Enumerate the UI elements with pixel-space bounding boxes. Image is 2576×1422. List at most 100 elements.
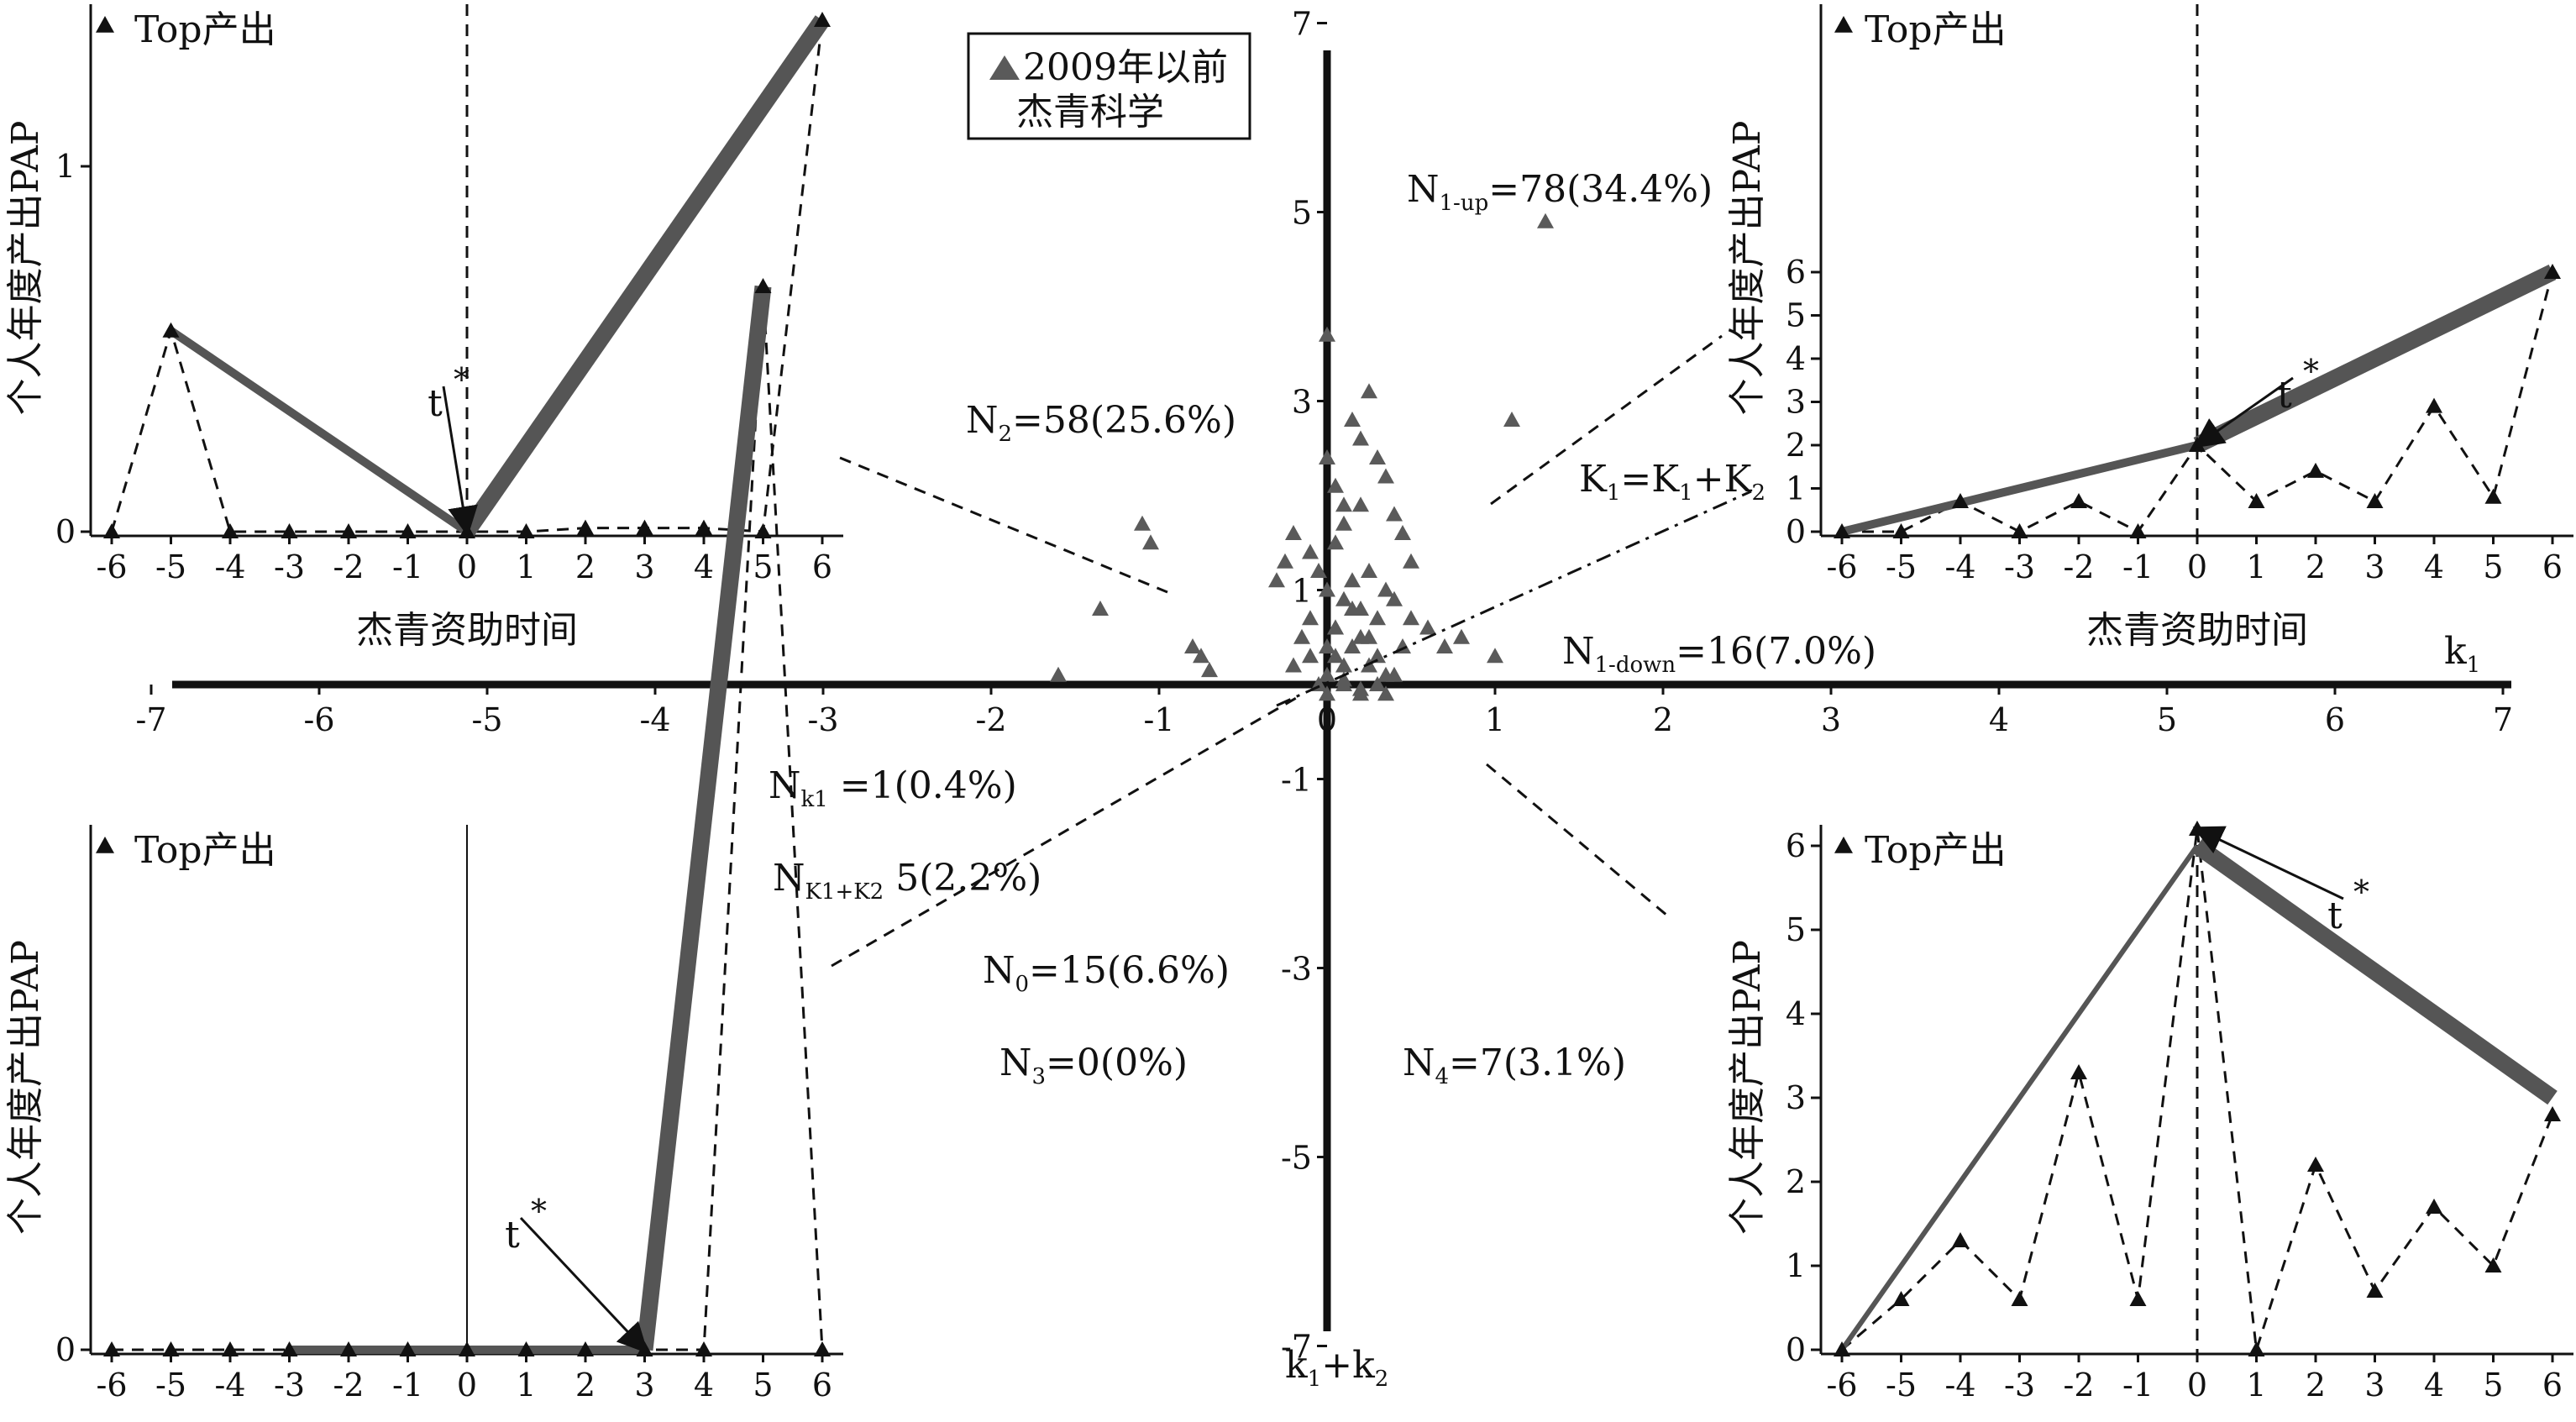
panel-data-marker xyxy=(2426,397,2442,413)
panel-legend-marker xyxy=(1834,16,1853,33)
central-scatter-point xyxy=(1319,638,1335,653)
panel-x-tick-label: 2 xyxy=(2306,548,2326,585)
panel-x-tick-label: -4 xyxy=(214,548,245,585)
panel-x-tick-label: -2 xyxy=(2063,1367,2094,1404)
central-scatter-point xyxy=(1344,412,1361,427)
legend-line-1: 2009年以前 xyxy=(1023,46,1228,89)
panel-x-tick-label: 6 xyxy=(812,1367,832,1404)
central-scatter-point xyxy=(1302,648,1319,664)
panel-trend-line-before xyxy=(1840,441,2199,536)
central-scatter-point xyxy=(1310,563,1327,578)
panel-data-marker xyxy=(103,1341,120,1356)
panel-x-tick-label: 6 xyxy=(812,548,832,585)
panel-data-marker xyxy=(2307,462,2324,478)
central-x-tick-label: 0 xyxy=(1317,701,1337,738)
panel-x-tick-label: 1 xyxy=(2246,548,2266,585)
central-x-axis-label: k1 xyxy=(2444,630,2480,678)
central-scatter-point xyxy=(1335,657,1352,673)
panel-trend-line-after xyxy=(459,15,830,537)
panel-x-tick-label: 3 xyxy=(2364,1367,2385,1404)
panel-y-tick-label: 2 xyxy=(1786,427,1806,464)
central-scatter-point xyxy=(1285,657,1302,673)
panel-x-tick-label: -3 xyxy=(2004,548,2035,585)
annotation-n0: N0=15(6.6%) xyxy=(983,949,1230,997)
panel-data-marker xyxy=(1892,523,1910,538)
central-scatter-point xyxy=(1453,628,1470,644)
panel-x-axis-label: 杰青资助时间 xyxy=(2086,609,2308,652)
panel-x-tick-label: 4 xyxy=(2424,548,2444,585)
central-scatter-point xyxy=(1335,515,1352,531)
panel-x-tick-label: -1 xyxy=(2122,548,2154,585)
central-x-tick-label: 4 xyxy=(1989,701,2009,738)
central-scatter-point xyxy=(1377,468,1394,484)
central-scatter-point xyxy=(1184,638,1201,653)
central-y-tick-label: -5 xyxy=(1281,1140,1312,1177)
panel-data-marker xyxy=(1892,1291,1910,1306)
annotation-nk1: Nk1 =1(0.4%) xyxy=(769,764,1017,812)
central-scatter-point xyxy=(1327,619,1344,635)
central-scatter-point xyxy=(1335,496,1352,512)
panel-x-tick-label: -6 xyxy=(1826,548,1857,585)
panel-x-tick-label: 2 xyxy=(2306,1367,2326,1404)
panel-x-tick-label: -3 xyxy=(274,548,305,585)
panel-data-marker xyxy=(222,1341,239,1356)
panel-data-marker xyxy=(399,523,417,538)
panel-legend-marker xyxy=(1834,837,1853,853)
panel-x-tick-label: 1 xyxy=(516,1367,536,1404)
central-scatter-points xyxy=(1050,213,1554,701)
panel-x-tick-label: -2 xyxy=(333,1367,364,1404)
panel-trend-line-before xyxy=(168,327,470,536)
central-scatter-point xyxy=(1319,666,1335,682)
panel-x-tick-label: 2 xyxy=(575,548,595,585)
central-y-ticks: 7 5 3 1 -1 -3 -5 -7 xyxy=(1281,6,1327,1366)
panel-data-marker xyxy=(162,1341,180,1356)
panel-x-tick-label: -3 xyxy=(274,1367,305,1404)
panel-x-axis-label: 杰青资助时间 xyxy=(356,609,578,652)
central-x-tick-label: 5 xyxy=(2157,701,2177,738)
annotation-n3: N3=0(0%) xyxy=(999,1042,1188,1089)
panel-t-star-arrow xyxy=(519,1216,648,1354)
central-scatter-point xyxy=(1361,383,1377,399)
panel-x-tick-label: -2 xyxy=(333,548,364,585)
panel-data-marker xyxy=(162,322,180,338)
central-scatter-point xyxy=(1403,553,1419,569)
panel-data-marker xyxy=(814,12,831,27)
panel-t-star-label: t xyxy=(2277,374,2292,417)
central-y-tick-label: -1 xyxy=(1281,762,1312,799)
panel-t-star-label: t xyxy=(505,1214,520,1257)
panel-x-tick-label: 3 xyxy=(634,548,654,585)
panel-data-marker xyxy=(2070,492,2087,508)
panel-x-tick-label: 5 xyxy=(2483,1367,2503,1404)
central-x-tick-label: -6 xyxy=(303,701,334,738)
annotation-n2: N2=58(25.6%) xyxy=(966,399,1236,447)
panel-bottom-right: -6 -5 -4 -3 -2 -1 0 1 2 3 4 5 6 0 1 2 3 4 5 6 Top产出个人年度产出PAP… xyxy=(1726,821,2573,1404)
boundary-line-upper-right xyxy=(1490,334,1723,506)
panel-top-label: Top产出 xyxy=(1865,829,2007,872)
central-scatter-point xyxy=(1327,534,1344,550)
panel-data-marker xyxy=(814,1341,831,1356)
panel-x-tick-label: 6 xyxy=(2542,1367,2563,1404)
central-scatter-point xyxy=(1352,496,1369,512)
panel-data-marker xyxy=(2011,523,2028,538)
panel-x-tick-label: 4 xyxy=(694,1367,714,1404)
central-scatter-point xyxy=(1201,662,1218,678)
central-y-tick-label: 1 xyxy=(1292,573,1312,610)
panel-data-marker xyxy=(2484,1257,2502,1272)
panel-x-tick-label: -5 xyxy=(155,548,186,585)
panel-data-marker xyxy=(340,1341,357,1356)
panel-x-tick-label: 0 xyxy=(2187,548,2207,585)
annotation-nk1k2: NK1+K2 5(2.2%) xyxy=(773,857,1041,905)
panel-y-axis-label: 个人年度产出PAP xyxy=(1726,940,1769,1235)
central-scatter-point xyxy=(1386,590,1403,606)
panel-t-star-sup: * xyxy=(2303,353,2319,390)
panel-y-axis-label: 个人年度产出PAP xyxy=(1726,121,1769,416)
central-x-tick-label: -3 xyxy=(807,701,838,738)
panel-y-tick-label: 5 xyxy=(1786,911,1806,948)
central-x-tick-label: -2 xyxy=(975,701,1006,738)
panel-data-marker xyxy=(2248,1341,2265,1356)
boundary-line-lower-left xyxy=(831,695,1298,968)
panel-data-marker xyxy=(577,1341,594,1356)
panel-trend-line-before xyxy=(1839,844,2200,1351)
